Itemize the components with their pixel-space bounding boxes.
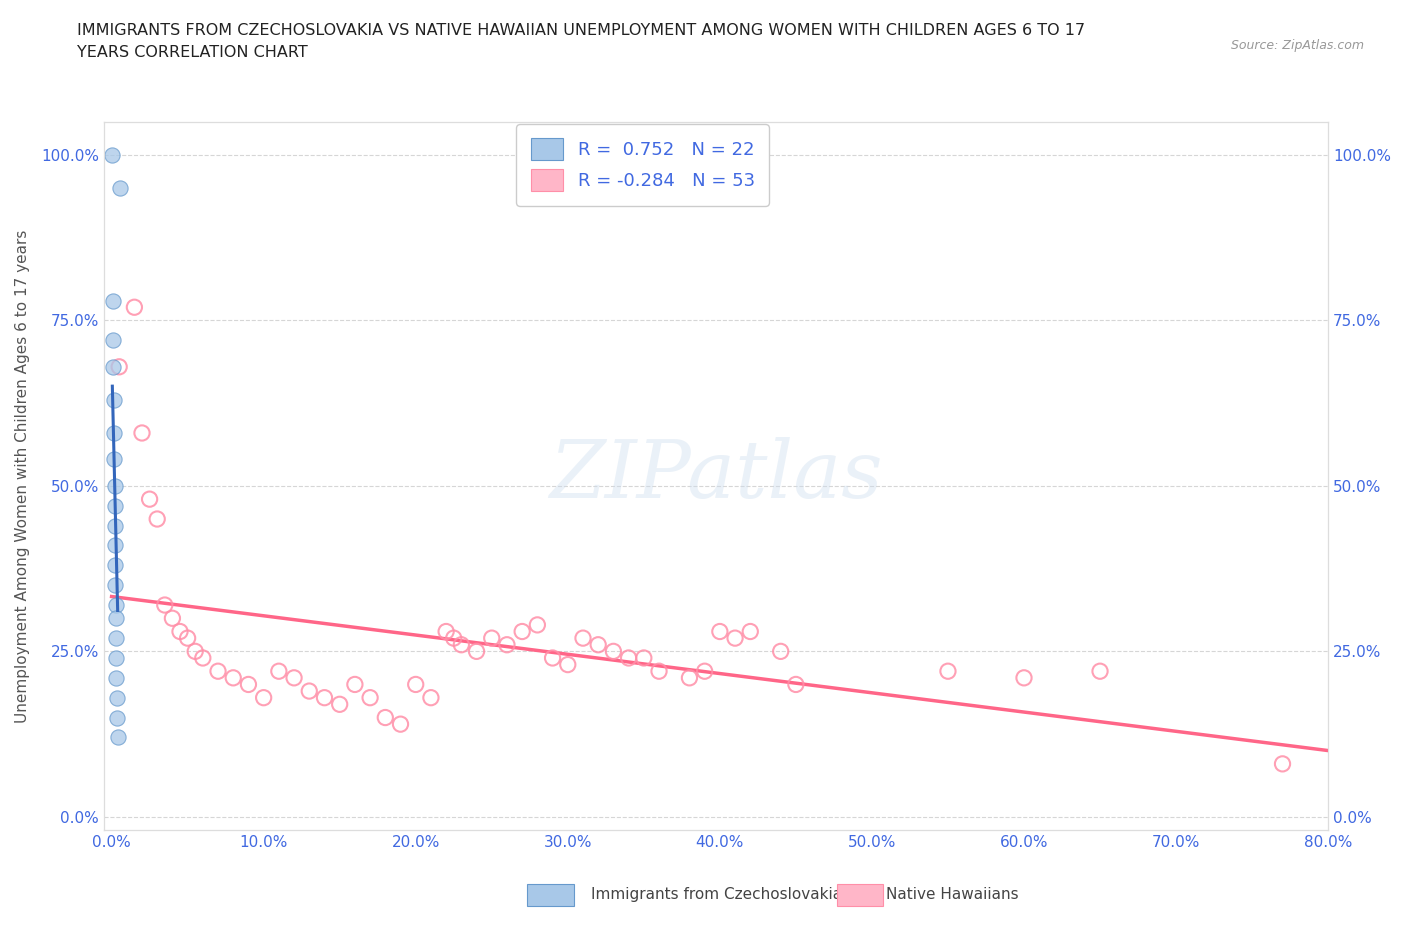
Point: [572, 631, 595, 645]
Point: [374, 711, 396, 725]
Point: [526, 618, 548, 632]
Point: [131, 426, 153, 441]
Legend: R =  0.752   N = 22, R = -0.284   N = 53: R = 0.752 N = 22, R = -0.284 N = 53: [516, 124, 769, 206]
Point: [405, 677, 427, 692]
Text: ZIPatlas: ZIPatlas: [550, 437, 883, 514]
Point: [678, 671, 700, 685]
Point: [176, 631, 198, 645]
Point: [510, 624, 533, 639]
Point: [104, 611, 127, 626]
Point: [343, 677, 366, 692]
Point: [104, 558, 127, 573]
Point: [104, 598, 127, 613]
Point: [496, 637, 519, 652]
Point: [769, 644, 792, 658]
Point: [936, 664, 959, 679]
Point: [1012, 671, 1035, 685]
Point: [314, 690, 336, 705]
Point: [434, 624, 457, 639]
Point: [329, 697, 352, 711]
Point: [146, 512, 169, 526]
Point: [105, 671, 128, 685]
Point: [419, 690, 441, 705]
Point: [101, 148, 124, 163]
Point: [253, 690, 276, 705]
Point: [238, 677, 260, 692]
Text: IMMIGRANTS FROM CZECHOSLOVAKIA VS NATIVE HAWAIIAN UNEMPLOYMENT AMONG WOMEN WITH : IMMIGRANTS FROM CZECHOSLOVAKIA VS NATIVE…: [77, 23, 1085, 38]
Point: [465, 644, 488, 658]
Point: [267, 664, 290, 679]
Point: [103, 392, 125, 407]
Y-axis label: Unemployment Among Women with Children Ages 6 to 17 years: Unemployment Among Women with Children A…: [15, 230, 30, 723]
Point: [169, 624, 191, 639]
Point: [184, 644, 207, 658]
Point: [101, 293, 124, 308]
Point: [207, 664, 229, 679]
Point: [105, 651, 128, 666]
Point: [450, 637, 472, 652]
Point: [101, 333, 124, 348]
Point: [785, 677, 807, 692]
Point: [104, 538, 127, 553]
Point: [191, 651, 214, 666]
Text: YEARS CORRELATION CHART: YEARS CORRELATION CHART: [77, 45, 308, 60]
Text: Source: ZipAtlas.com: Source: ZipAtlas.com: [1230, 39, 1364, 52]
Point: [103, 426, 125, 441]
Point: [557, 658, 579, 672]
Point: [298, 684, 321, 698]
Point: [107, 730, 129, 745]
Point: [1088, 664, 1111, 679]
Point: [1271, 756, 1294, 771]
Point: [648, 664, 671, 679]
Point: [162, 611, 184, 626]
Point: [481, 631, 503, 645]
Text: Native Hawaiians: Native Hawaiians: [886, 887, 1018, 902]
Point: [108, 359, 131, 374]
Point: [541, 651, 564, 666]
Point: [124, 299, 146, 314]
Point: [586, 637, 609, 652]
Point: [105, 631, 128, 645]
Point: [104, 578, 127, 592]
Point: [104, 478, 127, 493]
Point: [103, 452, 125, 467]
Text: Immigrants from Czechoslovakia: Immigrants from Czechoslovakia: [591, 887, 842, 902]
Point: [105, 690, 128, 705]
Point: [104, 498, 127, 513]
Point: [617, 651, 640, 666]
Point: [222, 671, 245, 685]
Point: [389, 717, 412, 732]
Point: [359, 690, 381, 705]
Point: [724, 631, 747, 645]
Point: [138, 492, 160, 507]
Point: [108, 180, 131, 195]
Point: [153, 598, 176, 613]
Point: [602, 644, 624, 658]
Point: [283, 671, 305, 685]
Point: [103, 359, 125, 374]
Point: [105, 711, 128, 725]
Point: [443, 631, 465, 645]
Point: [633, 651, 655, 666]
Point: [740, 624, 762, 639]
Point: [104, 518, 127, 533]
Point: [709, 624, 731, 639]
Point: [693, 664, 716, 679]
